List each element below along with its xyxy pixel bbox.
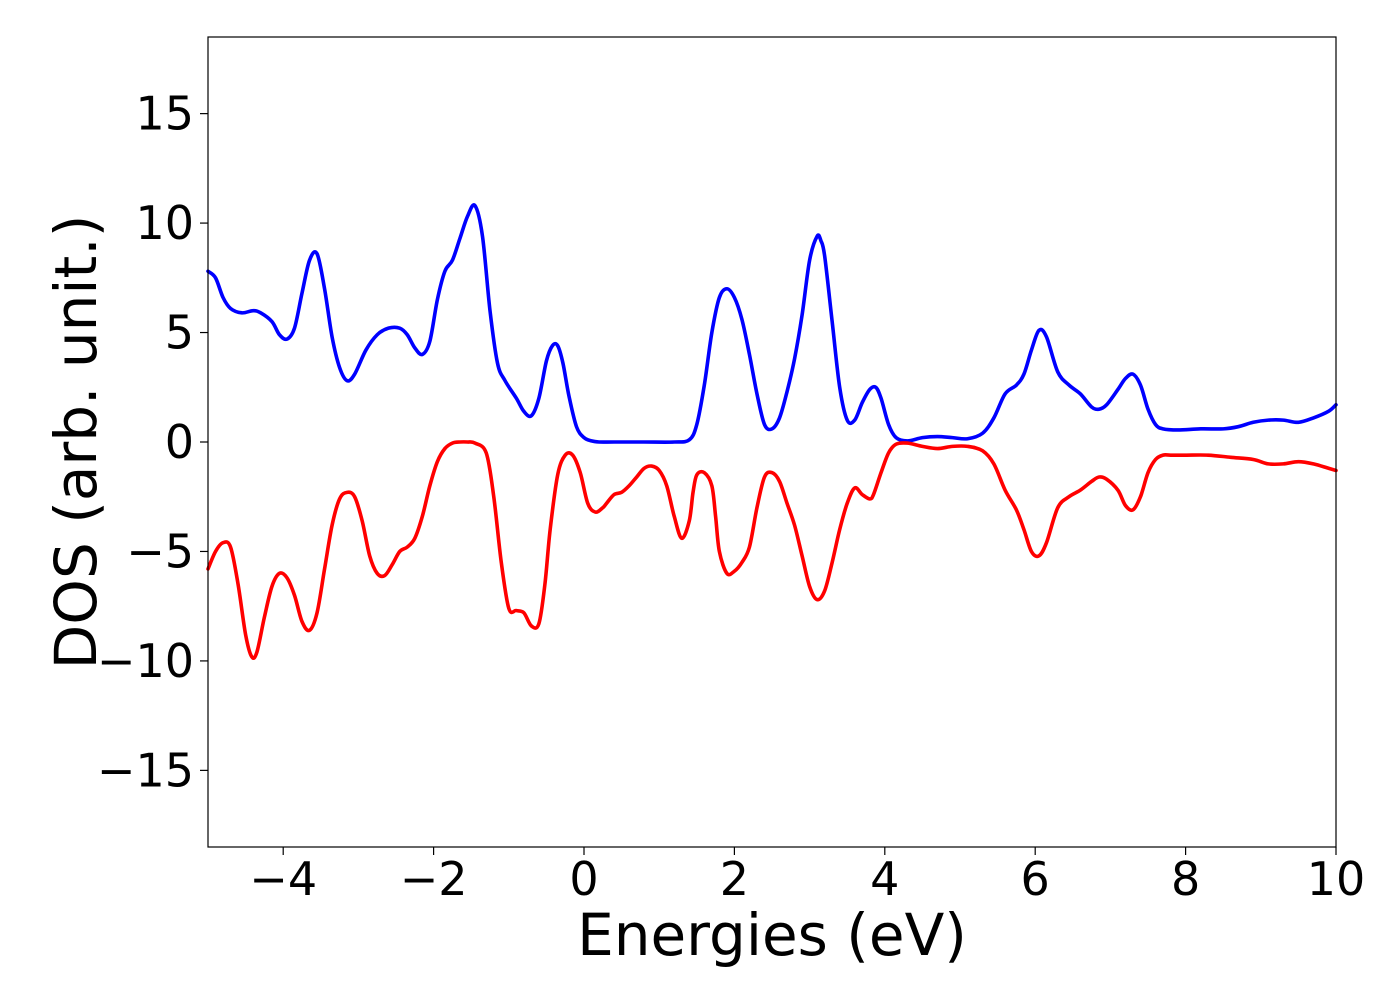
series-line-0 [206, 203, 1338, 444]
series-layer [206, 203, 1338, 660]
y-tick-label: 15 [135, 87, 194, 141]
series-line-1 [206, 440, 1338, 660]
y-axis: 15 10 5 0 −5 −10 −15 [97, 87, 208, 797]
y-tick-label: 10 [135, 196, 194, 250]
x-axis-title: Energies (eV) [577, 901, 967, 969]
x-axis: −4 −2 0 2 4 6 8 10 [249, 847, 1365, 906]
x-tick-label: −2 [400, 852, 468, 906]
y-tick-label: −10 [97, 634, 194, 688]
x-tick-label: 10 [1307, 852, 1366, 906]
y-tick-label: 5 [165, 306, 194, 360]
y-tick-label: −5 [126, 524, 194, 578]
x-tick-label: 0 [569, 852, 598, 906]
y-tick-label: −15 [97, 743, 194, 797]
x-tick-label: 6 [1021, 852, 1050, 906]
x-tick-label: 4 [870, 852, 899, 906]
y-tick-label: 0 [165, 415, 194, 469]
x-tick-label: −4 [249, 852, 317, 906]
x-tick-label: 8 [1171, 852, 1200, 906]
y-axis-title: DOS (arb. unit.) [42, 215, 110, 670]
x-tick-label: 2 [720, 852, 749, 906]
